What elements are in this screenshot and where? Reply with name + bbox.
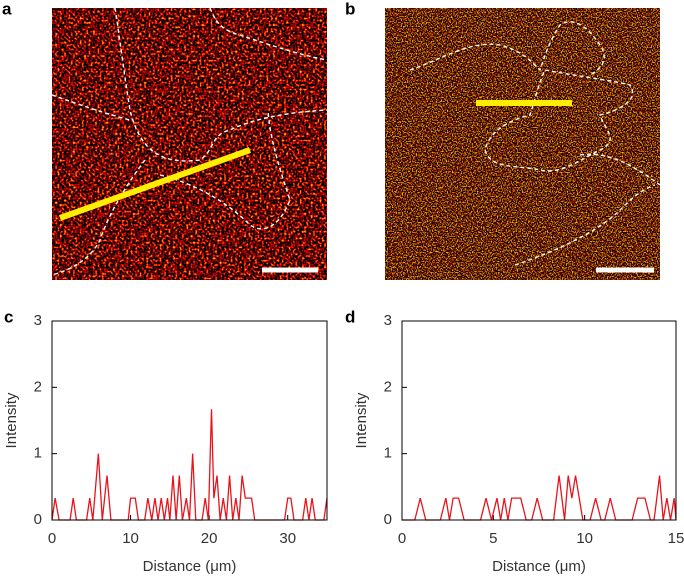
x-tick-label: 10 <box>576 530 593 547</box>
plot-frame <box>401 320 677 521</box>
y-tick-label: 3 <box>34 312 42 329</box>
y-tick-label: 0 <box>34 511 42 528</box>
x-axis-label: Distance (μm) <box>492 558 586 575</box>
x-tick-label: 15 <box>668 530 684 547</box>
y-tick-label: 1 <box>384 445 392 462</box>
y-axis-label: Intensity <box>353 392 370 448</box>
x-tick-label: 10 <box>122 530 139 547</box>
panel-label: d <box>345 307 355 326</box>
panel-label: c <box>4 307 13 326</box>
y-tick-label: 2 <box>384 378 392 395</box>
x-tick-label: 0 <box>398 530 406 547</box>
x-tick-label: 20 <box>201 530 218 547</box>
data-line <box>51 409 328 521</box>
x-axis-label: Distance (μm) <box>143 558 237 575</box>
panel-label: b <box>345 0 355 18</box>
y-axis-label: Intensity <box>3 392 20 448</box>
x-tick-label: 5 <box>489 530 497 547</box>
micrograph-b <box>385 8 661 280</box>
micrograph-a <box>51 7 328 280</box>
y-tick-label: 2 <box>34 378 42 395</box>
panel-label: a <box>2 0 12 18</box>
plot-frame <box>51 320 328 521</box>
y-tick-label: 0 <box>384 511 392 528</box>
data-line <box>402 475 677 521</box>
y-tick-label: 3 <box>384 312 392 329</box>
y-tick-label: 1 <box>34 445 42 462</box>
x-tick-label: 0 <box>48 530 56 547</box>
x-tick-label: 30 <box>279 530 296 547</box>
